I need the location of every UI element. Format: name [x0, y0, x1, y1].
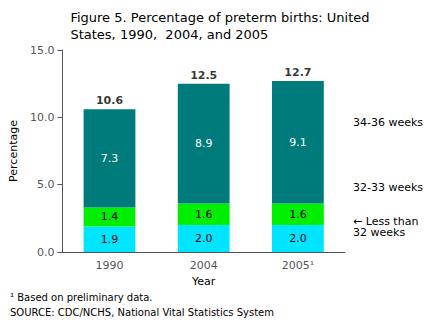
svg-text:7.3: 7.3 [101, 152, 119, 165]
svg-text:1.6: 1.6 [195, 208, 213, 221]
svg-text:2.0: 2.0 [195, 232, 213, 245]
svg-text:10.6: 10.6 [96, 94, 123, 107]
svg-text:5.0: 5.0 [37, 178, 55, 191]
svg-text:0.0: 0.0 [37, 246, 55, 259]
svg-text:1.9: 1.9 [101, 233, 119, 246]
svg-text:2004: 2004 [190, 259, 218, 272]
svg-text:Percentage: Percentage [7, 120, 20, 182]
svg-text:1.4: 1.4 [101, 210, 119, 223]
svg-text:8.9: 8.9 [195, 137, 213, 150]
svg-text:States, 1990, 2004, and 2005: States, 1990, 2004, and 2005 [70, 27, 268, 42]
svg-text:9.1: 9.1 [289, 136, 307, 149]
svg-text:¹ Based on preliminary data.: ¹ Based on preliminary data. [10, 292, 153, 303]
svg-text:34-36 weeks: 34-36 weeks [353, 116, 423, 129]
svg-text:← Less than: ← Less than [353, 214, 419, 228]
svg-text:2.0: 2.0 [289, 232, 307, 245]
svg-text:1990: 1990 [95, 259, 123, 272]
svg-text:2005¹: 2005¹ [282, 259, 314, 272]
svg-text:12.5: 12.5 [190, 69, 217, 82]
svg-text:SOURCE: CDC/NCHS, National Vit: SOURCE: CDC/NCHS, National Vital Statist… [10, 307, 274, 318]
svg-text:10.0: 10.0 [30, 111, 55, 124]
svg-text:1.6: 1.6 [289, 208, 307, 221]
svg-text:Figure 5. Percentage of preter: Figure 5. Percentage of preterm births: … [70, 10, 369, 25]
svg-text:15.0: 15.0 [30, 44, 55, 57]
svg-text:32 weeks: 32 weeks [353, 226, 405, 239]
svg-text:32-33 weeks: 32-33 weeks [353, 181, 423, 194]
svg-text:12.7: 12.7 [284, 66, 311, 79]
svg-text:Year: Year [191, 275, 216, 288]
